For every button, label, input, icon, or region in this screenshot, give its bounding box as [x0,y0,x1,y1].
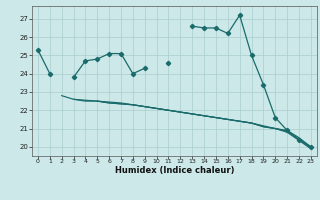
X-axis label: Humidex (Indice chaleur): Humidex (Indice chaleur) [115,166,234,175]
